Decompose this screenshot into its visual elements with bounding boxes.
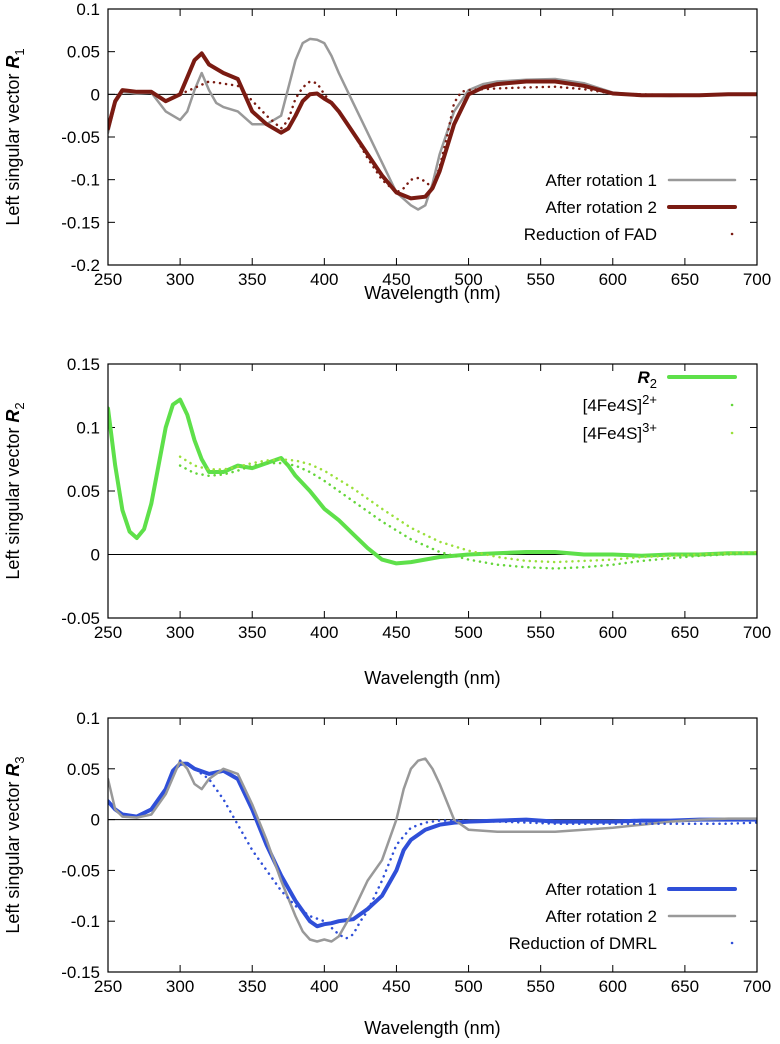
legend-label-2: [4Fe4S]2+ bbox=[583, 392, 657, 415]
y-tick-label: -0.05 bbox=[61, 128, 100, 147]
y-tick-label: 0.05 bbox=[67, 43, 100, 62]
legend-label-1: After rotation 1 bbox=[545, 171, 657, 190]
plot-frame bbox=[107, 717, 758, 973]
series-line-3 bbox=[178, 455, 757, 564]
series-line-2 bbox=[178, 461, 757, 570]
legend-label-2: After rotation 2 bbox=[545, 198, 657, 217]
x-tick-label: 700 bbox=[743, 977, 771, 996]
y-tick-label: -0.1 bbox=[71, 171, 100, 190]
x-tick-label: 250 bbox=[94, 977, 122, 996]
x-tick-label: 350 bbox=[238, 977, 266, 996]
legend-label-1: After rotation 1 bbox=[545, 880, 657, 899]
x-tick-label: 650 bbox=[671, 270, 699, 289]
y-axis-label-text: Left singular vector bbox=[3, 777, 23, 934]
series-line-2 bbox=[108, 757, 757, 943]
x-tick-label: 550 bbox=[526, 977, 554, 996]
series-line-1 bbox=[108, 761, 757, 929]
y-tick-label: -0.1 bbox=[71, 912, 100, 931]
y-tick-label: 0.1 bbox=[76, 419, 100, 438]
y-tick-label: 0 bbox=[91, 546, 100, 565]
x-axis-label: Wavelength (nm) bbox=[364, 283, 500, 303]
y-axis-label-symbol: R bbox=[3, 56, 23, 69]
legend-superscript: 3+ bbox=[642, 420, 657, 435]
plot-area bbox=[108, 757, 757, 943]
x-tick-label: 550 bbox=[526, 623, 554, 642]
y-tick-label: -0.05 bbox=[61, 609, 100, 628]
legend-subscript: 2 bbox=[650, 376, 657, 391]
x-tick-label: 300 bbox=[166, 270, 194, 289]
y-axis-label-subscript: 1 bbox=[12, 48, 27, 55]
legend-text: [4Fe4S] bbox=[583, 396, 643, 415]
x-tick-label: 400 bbox=[310, 623, 338, 642]
legend-label-1: R2 bbox=[637, 368, 657, 391]
x-tick-label: 450 bbox=[382, 270, 410, 289]
x-tick-label: 400 bbox=[310, 977, 338, 996]
y-tick-label: 0.1 bbox=[76, 0, 100, 19]
legend-label-3: Reduction of DMRL bbox=[509, 934, 657, 953]
x-axis-label: Wavelength (nm) bbox=[364, 668, 500, 688]
y-tick-label: 0.05 bbox=[67, 760, 100, 779]
x-tick-label: 400 bbox=[310, 270, 338, 289]
chart-3: 250 300 350 400 450 500 550 600 650 700 -0.15 -0.1 -… bbox=[3, 709, 771, 1038]
x-tick-label: 500 bbox=[454, 270, 482, 289]
x-tick-label: 600 bbox=[599, 977, 627, 996]
y-tick-label: -0.15 bbox=[61, 963, 100, 982]
chart-1: 250 300 350 400 450 500 550 600 650 700 -0.2 -0.15 -… bbox=[3, 0, 771, 303]
legend-superscript: 2+ bbox=[642, 392, 657, 407]
y-tick-label: -0.2 bbox=[71, 256, 100, 275]
x-tick-label: 500 bbox=[454, 623, 482, 642]
y-tick-label: 0.15 bbox=[67, 355, 100, 374]
x-tick-label: 450 bbox=[382, 977, 410, 996]
y-tick-label: 0 bbox=[91, 85, 100, 104]
x-tick-label: 700 bbox=[743, 623, 771, 642]
y-axis-label: Left singular vector R2 bbox=[3, 402, 27, 579]
x-tick-label: 300 bbox=[166, 977, 194, 996]
series-line-1 bbox=[108, 397, 757, 566]
plot-area bbox=[108, 37, 757, 211]
legend-label-3: [4Fe4S]3+ bbox=[583, 420, 657, 443]
x-tick-label: 300 bbox=[166, 623, 194, 642]
x-tick-label: 700 bbox=[743, 270, 771, 289]
x-tick-label: 450 bbox=[382, 623, 410, 642]
series-line-2 bbox=[108, 51, 757, 201]
plot-frame bbox=[107, 8, 758, 266]
y-axis-label-subscript: 2 bbox=[12, 402, 27, 409]
y-tick-label: -0.15 bbox=[61, 213, 100, 232]
y-axis-label-text: Left singular vector bbox=[3, 69, 23, 226]
legend-symbol: R bbox=[637, 368, 650, 387]
x-tick-label: 500 bbox=[454, 977, 482, 996]
x-tick-label: 600 bbox=[599, 623, 627, 642]
legend-text: [4Fe4S] bbox=[583, 424, 643, 443]
x-tick-label: 350 bbox=[238, 270, 266, 289]
x-tick-label: 650 bbox=[671, 623, 699, 642]
x-tick-label: 250 bbox=[94, 270, 122, 289]
y-tick-label: 0 bbox=[91, 811, 100, 830]
x-tick-label: 550 bbox=[526, 270, 554, 289]
y-tick-label: -0.05 bbox=[61, 861, 100, 880]
y-tick-label: 0.1 bbox=[76, 709, 100, 728]
y-axis-label-subscript: 3 bbox=[12, 756, 27, 763]
y-axis-label: Left singular vector R1 bbox=[3, 48, 27, 225]
y-axis-label-symbol: R bbox=[3, 410, 23, 423]
x-axis-label: Wavelength (nm) bbox=[364, 1018, 500, 1038]
x-tick-label: 650 bbox=[671, 977, 699, 996]
series-line-3 bbox=[178, 759, 757, 940]
series-line-3 bbox=[178, 80, 757, 194]
y-axis-label-symbol: R bbox=[3, 764, 23, 777]
y-axis-label-text: Left singular vector bbox=[3, 423, 23, 580]
chart-2: 250 300 350 400 450 500 550 600 650 700 -0.05 0 0.05… bbox=[3, 355, 771, 688]
legend-label-3: Reduction of FAD bbox=[524, 225, 657, 244]
y-tick-label: 0.05 bbox=[67, 482, 100, 501]
plot-frame bbox=[107, 363, 758, 619]
x-tick-label: 350 bbox=[238, 623, 266, 642]
y-axis-label: Left singular vector R3 bbox=[3, 756, 27, 933]
x-tick-label: 600 bbox=[599, 270, 627, 289]
legend-label-2: After rotation 2 bbox=[545, 907, 657, 926]
plot-area bbox=[108, 397, 757, 570]
x-tick-label: 250 bbox=[94, 623, 122, 642]
series-line-1 bbox=[108, 37, 757, 211]
